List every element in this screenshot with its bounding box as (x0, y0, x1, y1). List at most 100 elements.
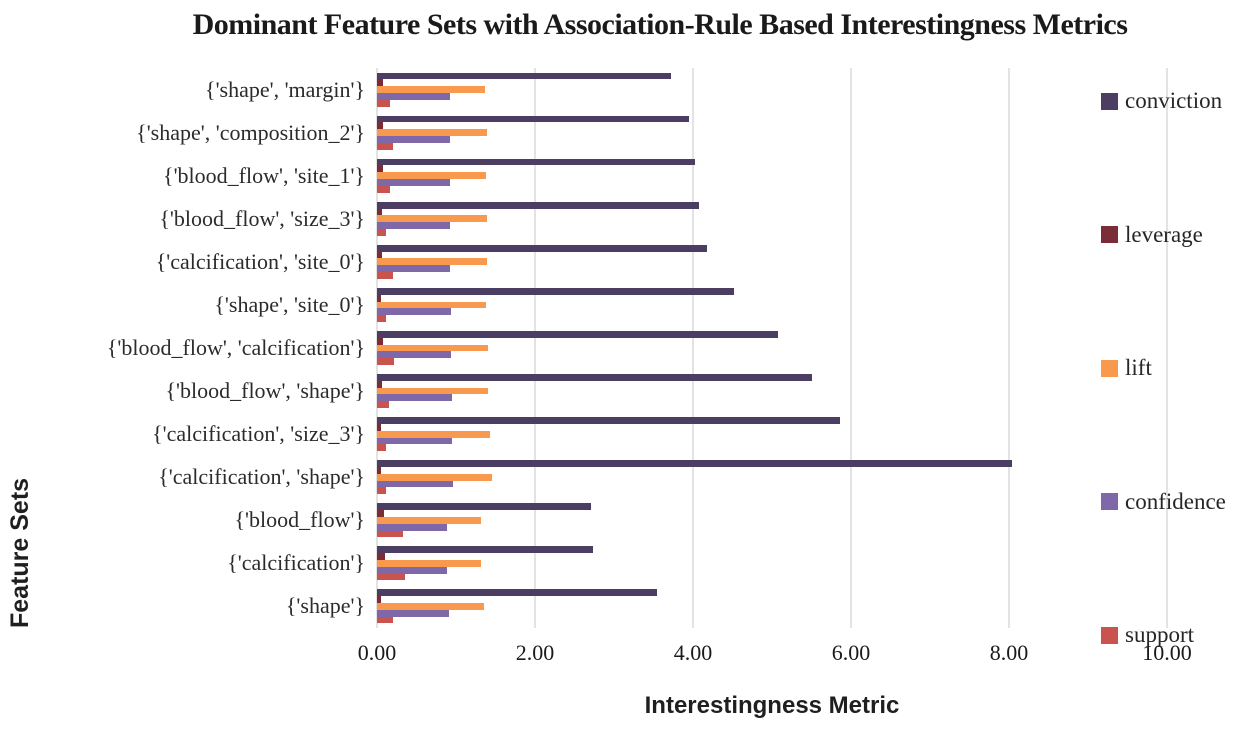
bar-support (377, 616, 393, 624)
bar-lift (377, 473, 492, 481)
category-label: {'blood_flow', 'shape'} (165, 378, 365, 404)
bar-leverage (377, 251, 382, 259)
bar-support (377, 573, 406, 581)
legend-swatch-icon (1101, 359, 1118, 377)
bar-group (377, 542, 1167, 585)
bar-confidence (377, 523, 447, 531)
category-label: {'shape', 'margin'} (205, 76, 365, 102)
bar-confidence (377, 308, 452, 316)
bar-leverage (377, 165, 383, 173)
category-label: {'blood_flow', 'site_1'} (163, 162, 365, 188)
x-tick-label: 0.00 (357, 640, 397, 665)
legend-label: support (1125, 622, 1194, 647)
bar-confidence (377, 179, 450, 186)
category-label: {'blood_flow'} (234, 507, 366, 533)
bar-support (377, 530, 404, 538)
category-label: {'shape'} (285, 593, 365, 619)
bar-leverage (377, 79, 383, 87)
legend-swatch-icon (1101, 493, 1118, 510)
bar-leverage (377, 423, 381, 431)
x-axis-ticks: 0.00 2.00 4.00 6.00 8.00 10.00 (0, 640, 1250, 670)
bar-support (377, 358, 394, 365)
bar-leverage (377, 208, 382, 216)
bar-confidence (377, 480, 453, 488)
gridline-x-10.00 (1166, 68, 1168, 628)
bar-support (377, 401, 389, 409)
bar-support (377, 272, 393, 279)
legend-label: conviction (1125, 88, 1223, 113)
bar-lift (377, 603, 485, 610)
bar-support (377, 185, 391, 193)
bar-group (377, 111, 1167, 154)
bar-leverage (377, 337, 383, 345)
legend-label: leverage (1125, 221, 1203, 247)
bar-lift (377, 258, 487, 266)
category-label: {'calcification', 'size_3'} (152, 421, 365, 447)
legend-label: confidence (1125, 488, 1226, 514)
bar-confidence (377, 394, 453, 402)
bar-lift (377, 516, 482, 524)
bar-conviction (377, 589, 658, 597)
gridline-x-2.00 (534, 68, 536, 628)
bar-support (377, 228, 387, 236)
bar-confidence (377, 609, 449, 617)
bar-leverage (377, 510, 385, 517)
bar-conviction (377, 244, 708, 252)
bar-leverage (377, 294, 381, 302)
bar-lift (377, 129, 487, 136)
legend-item-support: support (1101, 622, 1249, 648)
bar-conviction (377, 374, 813, 381)
bar-lift (377, 215, 487, 223)
bar-support (377, 99, 391, 107)
x-tick-label: 6.00 (831, 640, 871, 665)
bar-conviction (377, 115, 690, 123)
bar-confidence (377, 92, 450, 100)
bar-conviction (377, 417, 840, 424)
bar-conviction (377, 287, 735, 295)
gridline-x-8.00 (1008, 68, 1010, 628)
x-tick-label: 2.00 (515, 640, 555, 665)
legend-swatch-icon (1101, 92, 1118, 110)
bar-conviction (377, 72, 671, 80)
bar-lift (377, 387, 489, 395)
bar-lift (377, 172, 487, 180)
x-axis-label: Interestingness Metric (644, 692, 900, 719)
bar-conviction (377, 546, 594, 554)
bar-support (377, 315, 387, 322)
plot-area (376, 68, 1168, 628)
bar-group (377, 456, 1167, 499)
bar-group (377, 283, 1167, 326)
bar-group (377, 585, 1167, 628)
x-tick-label: 8.00 (989, 640, 1029, 665)
bar-confidence (377, 351, 452, 359)
legend-item-confidence: confidence (1101, 489, 1249, 515)
bar-lift (377, 559, 482, 567)
category-label: {'shape', 'site_0'} (214, 291, 365, 317)
bar-conviction (377, 158, 695, 166)
bar-conviction (377, 201, 700, 209)
x-tick-label: 10.00 (1142, 640, 1192, 665)
category-label: {'blood_flow', 'calcification'} (106, 334, 365, 360)
category-label: {'blood_flow', 'size_3'} (159, 205, 365, 231)
bar-conviction (377, 460, 1013, 468)
legend: conviction leverage lift confidence support (1101, 88, 1249, 648)
y-axis-category-labels: {'shape', 'margin'} {'shape', 'compositio… (0, 68, 365, 628)
legend-item-leverage: leverage (1101, 222, 1249, 248)
bar-lift (377, 344, 488, 352)
bar-leverage (377, 380, 382, 388)
chart-title: Dominant Feature Sets with Association-R… (192, 8, 1128, 41)
bar-lift (377, 86, 486, 93)
legend-item-conviction: conviction (1101, 88, 1249, 114)
gridline-x-4.00 (692, 68, 694, 628)
bar-confidence (377, 566, 447, 574)
legend-label: lift (1125, 355, 1152, 380)
bar-confidence (377, 136, 451, 143)
bar-confidence (377, 265, 451, 273)
bar-group (377, 413, 1167, 456)
category-label: {'calcification', 'site_0'} (155, 248, 365, 274)
bar-confidence (377, 222, 451, 229)
bar-support (377, 444, 387, 452)
bar-group (377, 499, 1167, 542)
bar-group (377, 154, 1167, 197)
